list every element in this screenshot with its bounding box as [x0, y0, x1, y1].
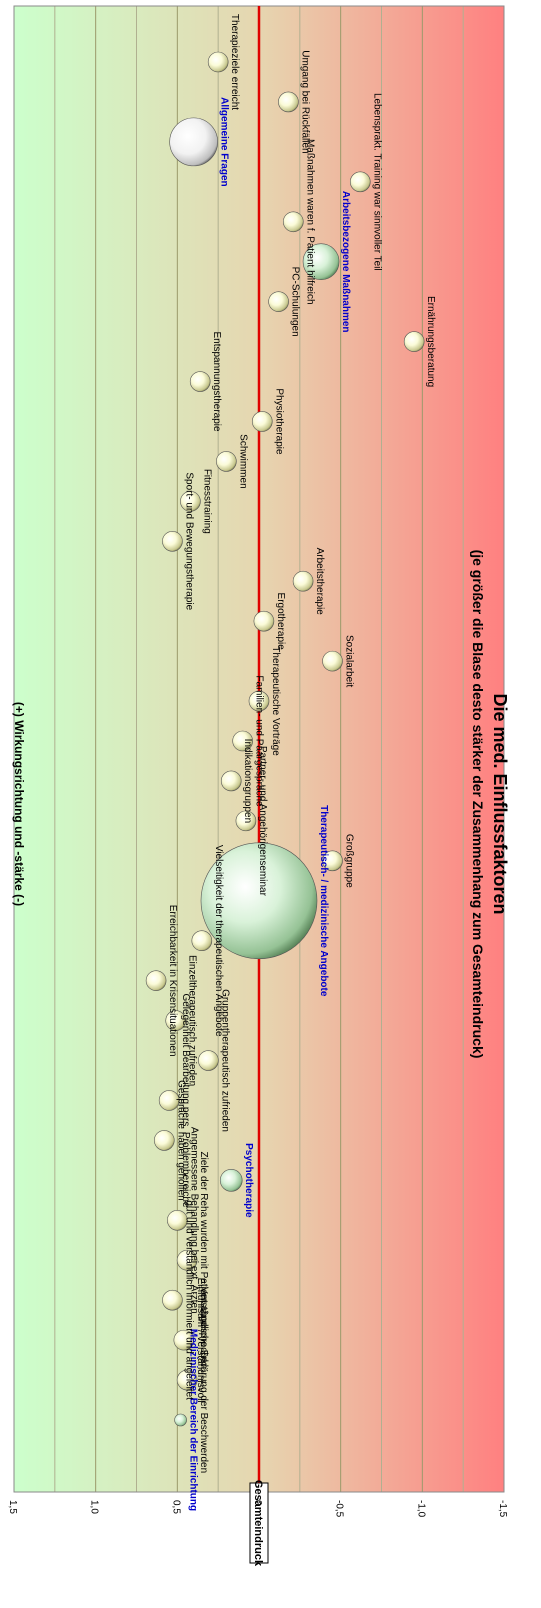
- y-tick-label: 0: [252, 1500, 263, 1506]
- y-tick-label: -1,5: [497, 1500, 508, 1518]
- y-axis-label-positive: (+): [12, 701, 26, 717]
- bubble-group-label: Therapeutisch- / medizinische Angebote: [318, 805, 329, 997]
- bubble-label: Ergotherapie: [275, 593, 286, 651]
- bubble: [173, 1329, 195, 1351]
- reference-label-box: [249, 1482, 269, 1564]
- y-tick-label: 1,0: [89, 1500, 100, 1514]
- bubble-label: Ziele der Reha wurden mit Patient abgesp…: [198, 1152, 209, 1369]
- bubble-label: Therapeutische Vorträge: [270, 646, 281, 756]
- bubble-label: Fitnesstraining: [201, 469, 212, 534]
- bubble-label: PC-Schulungen: [290, 267, 301, 337]
- bubble: [216, 451, 237, 472]
- y-tick-label: 0,5: [170, 1500, 181, 1514]
- bubble: [268, 291, 289, 312]
- bubble: [278, 91, 299, 113]
- reference-label: Gesamteindruck: [249, 1480, 269, 1567]
- bubble-label: Ernährungsberatung: [425, 296, 436, 387]
- bubble-label: Gespräche haben geholfen: [175, 1080, 186, 1201]
- reference-label-text: Gesamteindruck: [252, 1480, 264, 1567]
- bubble-label: Verständliche Erklärung der Beschwerden: [198, 1287, 209, 1473]
- bubble: [282, 211, 304, 233]
- bubble-group-label: Medizinischer Bereich der Einrichtung: [188, 1329, 199, 1511]
- bubble: [165, 1010, 186, 1031]
- bubble-label: Erreichbarkeit in Krisensituationen: [167, 905, 178, 1057]
- bubble: [207, 51, 229, 73]
- bubble: [162, 530, 183, 552]
- bubble-label: Großgruppe: [344, 834, 355, 888]
- bubble: [153, 1130, 175, 1151]
- bubble-label: Sport- und Bewegungstherapie: [183, 472, 194, 610]
- bubble-label: Angemessene Behandlung bei ext. Ärzten: [188, 1127, 200, 1314]
- bubble: [248, 690, 270, 712]
- bubble-label: Indikationsgruppen: [242, 739, 253, 824]
- bubble: [169, 117, 218, 167]
- bubble: [200, 842, 318, 960]
- bubble-label: Arbeitstherapie: [314, 548, 325, 616]
- bubble-label: Einfühlsam / Verständnisvoll: [195, 1278, 206, 1403]
- bubble-label: gut und verständlich informiert und ange…: [183, 1200, 194, 1400]
- y-tick-label: 1,5: [7, 1500, 18, 1514]
- bubble-label: Schwimmen: [237, 434, 248, 488]
- bubble-label: Vielseitigkeit der therapeutischen Angeb…: [213, 845, 224, 1037]
- y-tick-label: -1,0: [415, 1500, 426, 1518]
- bubble: [191, 930, 213, 952]
- bubble: [176, 1249, 198, 1271]
- bubble-label: Familien- und Paargespräche: [254, 675, 265, 807]
- bubble-label: Partner- und Angehörigenseminar: [257, 746, 268, 897]
- bubble: [322, 650, 343, 672]
- bubble: [174, 1413, 187, 1427]
- bubble: [220, 770, 242, 792]
- bubble: [322, 850, 343, 872]
- bubble: [235, 810, 257, 832]
- bubble-label: Lebensprakt. Training war sinnvoller Tei…: [371, 93, 382, 271]
- bubble: [176, 1369, 198, 1391]
- bubble-group-label: Allgemeine Fragen: [219, 97, 230, 186]
- bubble-label: Entspannungstherapie: [211, 331, 222, 432]
- bubble-label: Umgang bei Rückfällen: [299, 50, 310, 153]
- bubble: [162, 1289, 183, 1311]
- bubble: [145, 970, 167, 991]
- bubble: [232, 730, 253, 752]
- bubble: [253, 610, 275, 632]
- bubble-label: Gruppentherapeutisch zufrieden: [219, 989, 230, 1132]
- bubble-label: Sozialarbeit: [344, 635, 355, 687]
- bubble-group-label: Psychotherapie: [243, 1143, 254, 1218]
- bubble: [198, 1050, 219, 1071]
- bubble: [251, 411, 273, 432]
- bubble: [180, 491, 201, 512]
- bubble-label: Maßnahmen waren f. Patient hilfreich: [304, 139, 315, 305]
- bubble-label: Therapieziele erreicht: [229, 14, 240, 110]
- y-axis-label-negative: (-): [12, 894, 26, 907]
- y-tick-label: -0,5: [334, 1500, 345, 1518]
- bubble: [349, 171, 371, 193]
- y-axis-label: (+) Wirkungsrichtung und -stärke (-): [12, 0, 26, 1608]
- bubble: [219, 1169, 243, 1192]
- bubble-group-label: Arbeitsbezogene Maßnahmen: [340, 191, 351, 333]
- bubble: [167, 1209, 188, 1231]
- bubble-label: Gelegenheit Bearbeitung pers. Problember…: [180, 993, 191, 1207]
- bubble: [302, 243, 340, 281]
- bubble-label: Einzeltherapeutisch zufrieden: [187, 955, 198, 1086]
- bubble-label: Physiotherapie: [273, 388, 284, 455]
- bubble: [189, 371, 211, 392]
- bubble: [158, 1090, 180, 1111]
- y-axis-label-text: Wirkungsrichtung und -stärke: [12, 720, 26, 891]
- bubble: [292, 570, 314, 592]
- bubble: [403, 331, 425, 352]
